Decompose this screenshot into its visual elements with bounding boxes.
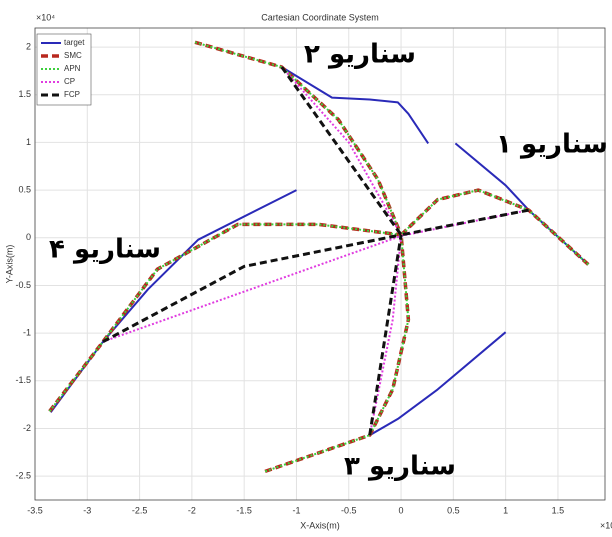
x-tick-label: -3.5 <box>27 505 43 515</box>
y-tick-label: 1.5 <box>18 89 31 99</box>
x-tick-label: 0 <box>399 505 404 515</box>
annotation: سناریو ۳ <box>344 452 456 482</box>
x-tick-label: -2.5 <box>132 505 148 515</box>
y-tick-label: 0 <box>26 232 31 242</box>
annotation: سناریو ۴ <box>49 235 161 265</box>
legend-label: target <box>64 38 85 47</box>
annotation: سناریو ۱ <box>496 130 608 160</box>
y-exponent: ×10⁴ <box>36 12 55 22</box>
y-tick-label: -0.5 <box>15 280 31 290</box>
y-tick-label: -1.5 <box>15 375 31 385</box>
x-tick-label: -1.5 <box>236 505 252 515</box>
series-line <box>102 66 529 436</box>
legend-label: SMC <box>64 51 82 60</box>
plot-area <box>35 28 605 500</box>
legend-label: FCP <box>64 90 80 99</box>
y-tick-label: 0.5 <box>18 184 31 194</box>
y-tick-label: -2 <box>23 423 31 433</box>
x-tick-label: 1.5 <box>552 505 565 515</box>
x-tick-label: 0.5 <box>447 505 460 515</box>
series-line <box>49 66 589 437</box>
x-tick-label: -1 <box>292 505 300 515</box>
chart-title: Cartesian Coordinate System <box>261 12 379 22</box>
x-tick-label: -2 <box>188 505 196 515</box>
legend-label: CP <box>64 77 75 86</box>
legend-label: APN <box>64 64 81 73</box>
y-axis-label: Y-Axis(m) <box>4 245 14 284</box>
series-line <box>102 66 529 436</box>
annotation: سناریو ۲ <box>304 40 416 70</box>
plot-frame <box>34 27 606 501</box>
series-line <box>48 40 590 474</box>
x-tick-label: -0.5 <box>341 505 357 515</box>
x-axis-label: X-Axis(m) <box>300 520 340 530</box>
y-tick-label: 1 <box>26 137 31 147</box>
x-tick-label: -3 <box>83 505 91 515</box>
y-tick-label: 2 <box>26 41 31 51</box>
y-tick-label: -1 <box>23 328 31 338</box>
x-tick-label: 1 <box>503 505 508 515</box>
y-tick-label: -2.5 <box>15 471 31 481</box>
x-exponent: ×10⁴ <box>600 520 612 530</box>
